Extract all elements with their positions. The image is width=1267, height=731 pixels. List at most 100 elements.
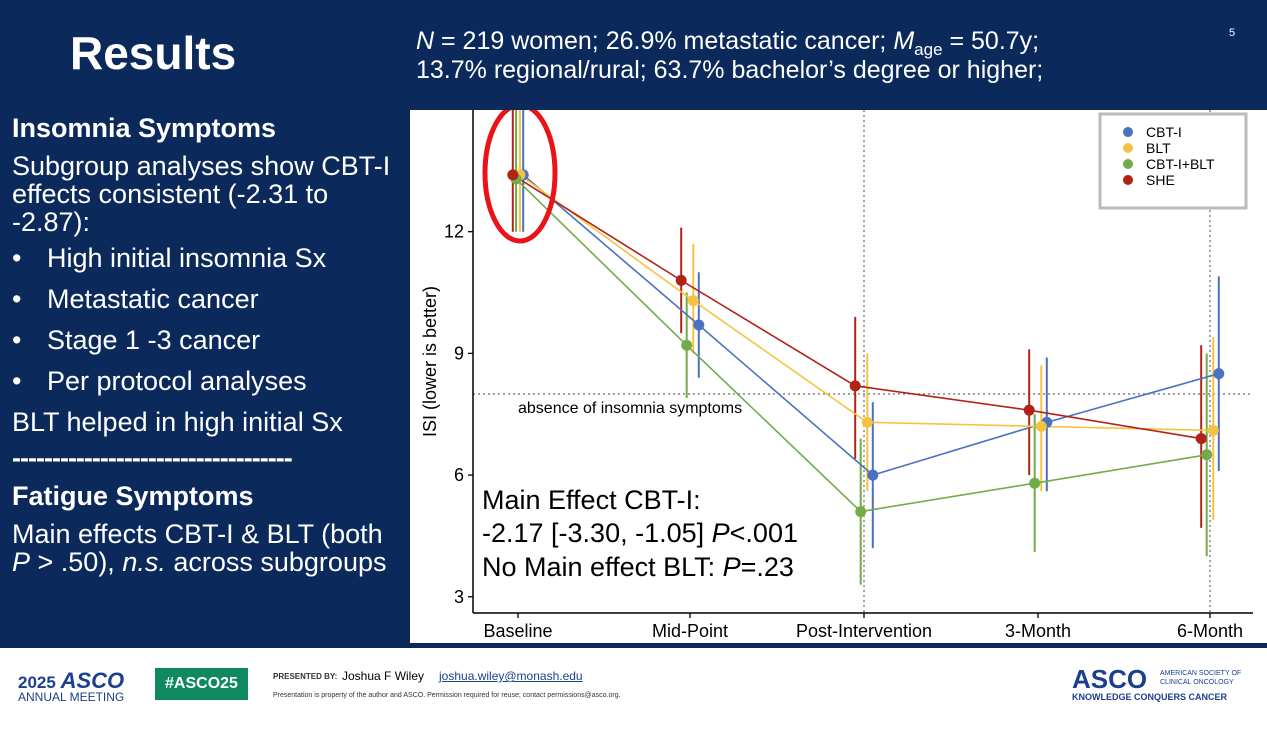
isi-line-chart: absence of insomnia symptoms 3 6 9 12 Baseli… <box>420 110 1253 641</box>
stats-line-1: N = 219 women; 26.9% metastatic cancer; … <box>416 27 1039 64</box>
data-point-she <box>1023 404 1035 416</box>
footer-presenter: Joshua F Wiley <box>342 669 425 683</box>
series-lines <box>512 174 1220 513</box>
fatigue-ns-italic: n.s. <box>122 547 166 577</box>
y-tick-label: 3 <box>454 587 464 607</box>
y-tick-label: 12 <box>444 222 464 242</box>
bullet-text: High initial insomnia Sx <box>47 243 327 273</box>
baseline-highlight-circle <box>482 110 558 244</box>
fatigue-heading: Fatigue Symptoms <box>12 481 254 511</box>
chart-annotation: Main Effect CBT-I: -2.17 [-3.30, -1.05] … <box>482 485 798 582</box>
chart-panel: absence of insomnia symptoms 3 6 9 12 Baseli… <box>410 110 1267 643</box>
bullet-dot: • <box>12 243 22 273</box>
data-point-cbt-i+blt <box>1201 449 1213 461</box>
annotation-line-2: -2.17 [-3.30, -1.05] P<.001 <box>482 518 798 548</box>
footer-org-name-1: AMERICAN SOCIETY OF <box>1160 670 1242 677</box>
data-point-she <box>849 380 861 392</box>
legend-marker <box>1123 127 1133 137</box>
x-tick-label: Baseline <box>483 621 552 641</box>
fatigue-text-b: > .50), <box>30 547 123 577</box>
legend-marker <box>1123 159 1133 169</box>
bullet-item: • High initial insomnia Sx <box>12 244 402 272</box>
left-panel: Insomnia Symptoms Subgroup analyses show… <box>12 114 402 576</box>
insomnia-heading: Insomnia Symptoms <box>12 113 277 143</box>
stats-age-subscript: age <box>914 40 943 59</box>
legend-marker <box>1123 143 1133 153</box>
stats-n-text: = 219 women; 26.9% metastatic cancer; <box>434 27 894 55</box>
stats-age-text: = 50.7y; <box>942 27 1040 55</box>
bullet-text: Stage 1 -3 cancer <box>47 325 261 355</box>
stats-line-2: 13.7% regional/rural; 63.7% bachelor’s d… <box>416 56 1044 84</box>
legend-marker <box>1123 175 1133 185</box>
annotation-line-3: No Main effect BLT: P=.23 <box>482 552 794 582</box>
fatigue-text: Main effects CBT-I & BLT (both P > .50),… <box>12 520 402 576</box>
data-point-cbt-i+blt <box>1029 477 1041 489</box>
bullet-dot: • <box>12 366 22 396</box>
series-points <box>507 169 1225 518</box>
stats-m-italic: M <box>893 27 915 55</box>
footer-hashtag: #ASCO25 <box>155 668 248 700</box>
footer-tagline: KNOWLEDGE CONQUERS CANCER <box>1072 692 1228 702</box>
data-point-blt <box>1035 420 1047 432</box>
footer-asco: ASCO <box>60 668 125 693</box>
legend-label: SHE <box>1146 172 1175 188</box>
footer-presented-by: PRESENTED BY: <box>273 672 338 681</box>
footer-org-name-2: CLINICAL ONCOLOGY <box>1160 679 1234 686</box>
fatigue-p-italic: P <box>12 547 31 577</box>
data-point-she <box>507 169 519 181</box>
page-number: 5 <box>1229 27 1236 39</box>
axes: 3 6 9 12 Baseline Mid-Point Post-Intervention 3… <box>420 110 1253 641</box>
reference-line-label: absence of insomnia symptoms <box>518 400 742 417</box>
insomnia-intro: Subgroup analyses show CBT-I effects con… <box>12 151 391 237</box>
data-point-cbt-i <box>1213 368 1225 380</box>
y-axis-label: ISI (lower is better) <box>420 286 440 437</box>
stats-n-italic: N <box>416 27 435 55</box>
annotation-effect-value: -2.17 [-3.30, -1.05] <box>482 518 712 548</box>
fatigue-text-a: Main effects CBT-I & BLT (both <box>12 519 383 549</box>
bullet-item: • Per protocol analyses <box>12 367 402 395</box>
footer-org-logo: ASCO <box>1072 664 1148 694</box>
x-tick-label: Post-Intervention <box>796 621 932 641</box>
reference-lines: absence of insomnia symptoms <box>473 110 1253 613</box>
bullet-item: • Metastatic cancer <box>12 285 402 313</box>
footer-logo: 2025 ASCO <box>18 668 124 694</box>
footer-disclaimer: Presentation is property of the author a… <box>273 692 621 699</box>
x-tick-label: Mid-Point <box>652 621 728 641</box>
annotation-blt-p-value: =.23 <box>741 552 794 582</box>
data-point-blt <box>861 416 873 428</box>
footer: 2025 ASCO ANNUAL MEETING #ASCO25 PRESENT… <box>0 648 1267 731</box>
y-tick-label: 9 <box>454 343 464 363</box>
data-point-cbt-i+blt <box>855 506 867 518</box>
slide-title: Results <box>70 27 237 79</box>
legend-label: CBT-I+BLT <box>1146 156 1215 172</box>
data-point-she <box>1195 433 1207 445</box>
blt-note: BLT helped in high initial Sx <box>12 407 343 437</box>
series-line-cbt-i <box>522 174 1220 476</box>
x-tick-label: 3-Month <box>1005 621 1071 641</box>
data-point-cbt-i <box>693 319 705 331</box>
legend-label: BLT <box>1146 140 1171 156</box>
legend-label: CBT-I <box>1146 124 1182 140</box>
annotation-blt-text: No Main effect BLT: <box>482 552 723 582</box>
annotation-p-italic: P <box>712 518 730 548</box>
bullet-dot: • <box>12 325 22 355</box>
bullet-dot: • <box>12 284 22 314</box>
data-point-she <box>675 274 687 286</box>
y-tick-label: 6 <box>454 465 464 485</box>
footer-email-link[interactable]: joshua.wiley@monash.edu <box>439 669 583 683</box>
x-tick-label: 6-Month <box>1177 621 1243 641</box>
slide-background: Results 5 N = 219 women; 26.9% metastati… <box>0 0 1267 648</box>
annotation-p-value: <.001 <box>730 518 798 548</box>
data-point-cbt-i+blt <box>681 339 693 351</box>
footer-annual-meeting: ANNUAL MEETING <box>18 690 125 704</box>
bullet-text: Metastatic cancer <box>47 284 259 314</box>
data-point-cbt-i <box>867 469 879 481</box>
insomnia-bullets: • High initial insomnia Sx • Metastatic ca… <box>12 244 402 395</box>
bullet-text: Per protocol analyses <box>47 366 307 396</box>
fatigue-text-c: across subgroups <box>165 547 387 577</box>
section-divider: ----------------------------------- <box>12 444 293 472</box>
footer-year: 2025 <box>18 673 56 692</box>
bullet-item: • Stage 1 -3 cancer <box>12 326 402 354</box>
footer-org-name: AMERICAN SOCIETY OF CLINICAL ONCOLOGY <box>1160 669 1241 687</box>
annotation-blt-p-italic: P <box>723 552 741 582</box>
